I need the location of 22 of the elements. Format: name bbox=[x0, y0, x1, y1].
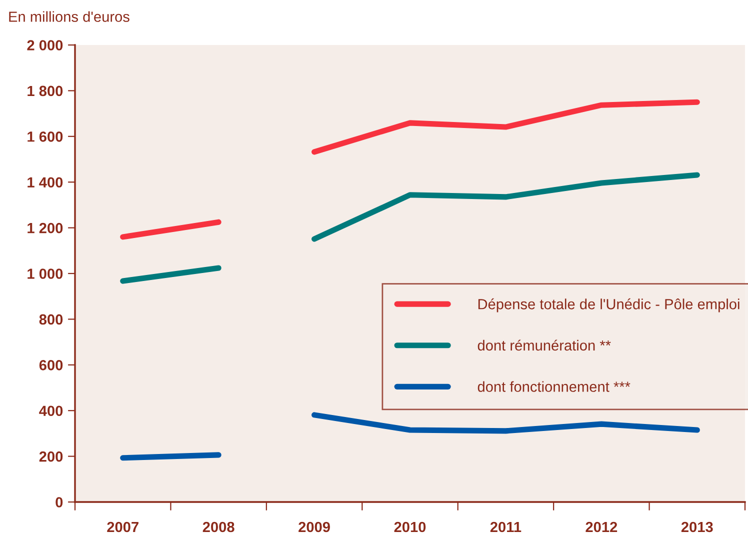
y-tick-label: 1 000 bbox=[28, 268, 63, 279]
y-tick-label: 1 200 bbox=[28, 222, 63, 234]
y-tick-label: 200 bbox=[39, 451, 63, 462]
x-tick-label: 2012 bbox=[586, 522, 618, 532]
x-tick-label: 2009 bbox=[298, 522, 330, 532]
y-tick-label: 600 bbox=[39, 360, 63, 370]
y-tick-label: 2 000 bbox=[27, 40, 63, 50]
legend-label: dont fonctionnement *** bbox=[478, 381, 630, 392]
x-tick-label: 2008 bbox=[202, 522, 234, 532]
x-tick-label: 2007 bbox=[107, 522, 138, 532]
y-axis-title: En millions d'euros bbox=[9, 11, 130, 22]
x-tick-label: 2013 bbox=[681, 522, 713, 532]
x-tick-label: 2011 bbox=[490, 522, 522, 532]
y-tick-label: 800 bbox=[39, 314, 63, 325]
legend-label: dont rémunération ** bbox=[478, 340, 611, 351]
x-tick-label: 2010 bbox=[394, 522, 426, 532]
y-tick-label: 1 600 bbox=[28, 132, 63, 142]
legend-label: Dépense totale de l'Unédic - Pôle emploi bbox=[478, 298, 740, 312]
y-tick-label: 400 bbox=[39, 406, 63, 416]
y-tick-label: 0 bbox=[56, 497, 63, 508]
y-tick-label: 1 400 bbox=[28, 177, 63, 188]
y-tick-label: 1 800 bbox=[28, 86, 63, 96]
